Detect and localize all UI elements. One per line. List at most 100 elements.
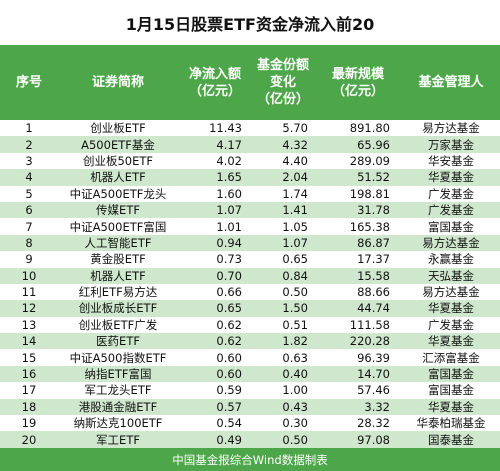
cell-manager: 易方达基金 [422, 235, 480, 250]
cell-name: 创业板50ETF [82, 153, 154, 168]
cell-share-change: 0.84 [282, 268, 308, 283]
cell-manager: 富国基金 [428, 219, 474, 234]
cell-name: 军工龙头ETF [84, 383, 152, 398]
table-row: 7 中证A500ETF富国 1.01 1.05 165.38 富国基金 [0, 218, 500, 235]
cell-name: A500ETF基金 [81, 137, 155, 152]
table-row: 6 传媒ETF 1.07 1.41 31.78 广发基金 [0, 201, 500, 219]
cell-net-inflow: 0.57 [216, 399, 242, 414]
cell-latest-size: 96.39 [357, 350, 390, 365]
cell-rank: 12 [21, 301, 37, 316]
cell-rank: 16 [21, 367, 37, 382]
table-row: 18 港股通金融ETF 0.57 0.43 3.32 华夏基金 [0, 398, 500, 416]
cell-rank: 5 [25, 186, 33, 201]
table-row: 17 军工龙头ETF 0.59 1.00 57.46 富国基金 [0, 382, 500, 399]
cell-rank: 14 [21, 334, 37, 349]
table-row: 10 机器人ETF 0.70 0.84 15.58 天弘基金 [0, 267, 500, 284]
cell-manager: 万家基金 [428, 137, 474, 152]
table-row: 12 创业板成长ETF 0.65 1.50 44.74 华夏基金 [0, 300, 500, 317]
cell-share-change: 0.40 [282, 367, 308, 382]
cell-net-inflow: 0.54 [216, 416, 242, 431]
cell-latest-size: 3.32 [364, 399, 390, 414]
table-row: 19 纳斯达克100ETF 0.54 0.30 28.32 华泰柏瑞基金 [0, 415, 500, 432]
cell-rank: 7 [25, 219, 33, 234]
cell-rank: 10 [21, 268, 37, 283]
table-row: 3 创业板50ETF 4.02 4.40 289.09 华安基金 [0, 152, 500, 170]
cell-net-inflow: 1.65 [216, 170, 242, 185]
cell-latest-size: 28.32 [357, 416, 390, 431]
cell-latest-size: 220.28 [349, 334, 390, 349]
cell-rank: 17 [21, 383, 37, 398]
cell-rank: 6 [25, 203, 33, 218]
table-header: 序号 证券简称 净流入额 （亿元） 基金份额 变化 （亿份） 最新规模 （亿元） 基金管… [0, 45, 500, 120]
cell-manager: 广发基金 [428, 186, 474, 201]
table-row: 5 中证A500ETF龙头 1.60 1.74 198.81 广发基金 [0, 185, 500, 202]
cell-manager: 华泰柏瑞基金 [416, 416, 486, 431]
cell-rank: 20 [21, 432, 37, 447]
cell-manager: 富国基金 [428, 383, 474, 398]
cell-name: 医药ETF [96, 334, 140, 349]
cell-net-inflow: 1.01 [216, 219, 242, 234]
cell-manager: 华安基金 [428, 153, 474, 168]
header-name: 证券简称 [91, 75, 144, 90]
cell-share-change: 1.50 [282, 301, 308, 316]
cell-name: 纳斯达克100ETF [73, 416, 163, 431]
cell-rank: 1 [25, 121, 33, 136]
cell-latest-size: 88.66 [357, 285, 390, 300]
header-rank: 序号 [15, 75, 42, 90]
cell-manager: 永赢基金 [428, 252, 474, 267]
table-body: 1 创业板ETF 11.43 5.70 891.80 易方达基金 2 A500ETF基金 4.1… [0, 120, 500, 448]
cell-manager: 易方达基金 [422, 121, 480, 136]
table-row: 15 中证A500指数ETF 0.60 0.63 96.39 汇添富基金 [0, 349, 500, 366]
cell-share-change: 0.50 [282, 285, 308, 300]
cell-share-change: 1.41 [282, 203, 308, 218]
cell-net-inflow: 0.66 [216, 285, 242, 300]
cell-latest-size: 14.70 [357, 367, 390, 382]
cell-manager: 易方达基金 [422, 285, 480, 300]
cell-rank: 11 [21, 285, 37, 300]
cell-net-inflow: 0.94 [216, 235, 242, 250]
cell-latest-size: 111.58 [349, 317, 390, 332]
cell-manager: 汇添富基金 [422, 350, 480, 365]
cell-net-inflow: 0.59 [216, 383, 242, 398]
table-row: 2 A500ETF基金 4.17 4.32 65.96 万家基金 [0, 136, 500, 153]
cell-net-inflow: 0.73 [216, 252, 242, 267]
cell-name: 黄金股ETF [90, 252, 146, 267]
cell-share-change: 1.00 [282, 383, 308, 398]
header-latest-size: 最新规模 （亿元） [331, 66, 384, 99]
cell-name: 创业板成长ETF [78, 301, 158, 316]
cell-latest-size: 51.52 [357, 170, 390, 185]
cell-share-change: 1.07 [282, 235, 308, 250]
cell-share-change: 0.65 [282, 252, 308, 267]
cell-rank: 2 [25, 137, 33, 152]
cell-latest-size: 65.96 [357, 137, 390, 152]
cell-name: 红利ETF易方达 [78, 285, 158, 300]
cell-rank: 15 [21, 350, 37, 365]
cell-manager: 华夏基金 [428, 334, 474, 349]
cell-rank: 18 [21, 399, 37, 414]
cell-share-change: 4.40 [282, 153, 308, 168]
cell-share-change: 1.74 [282, 186, 308, 201]
table-title: 1月15日股票ETF资金净流入前20 [125, 14, 375, 34]
cell-share-change: 1.82 [282, 334, 308, 349]
cell-name: 创业板ETF [90, 121, 146, 136]
cell-share-change: 0.50 [282, 432, 308, 447]
cell-latest-size: 15.58 [357, 268, 390, 283]
header-net-inflow: 净流入额 （亿元） [188, 66, 241, 99]
cell-latest-size: 97.08 [357, 432, 390, 447]
cell-net-inflow: 11.43 [209, 121, 242, 136]
cell-name: 机器人ETF [90, 268, 146, 283]
cell-manager: 富国基金 [428, 367, 474, 382]
cell-net-inflow: 1.07 [216, 203, 242, 218]
cell-net-inflow: 0.65 [216, 301, 242, 316]
cell-share-change: 4.32 [282, 137, 308, 152]
cell-net-inflow: 0.60 [216, 350, 242, 365]
table-row: 13 创业板ETF广发 0.62 0.51 111.58 广发基金 [0, 316, 500, 334]
cell-latest-size: 891.80 [349, 121, 390, 136]
cell-rank: 9 [25, 252, 33, 267]
cell-name: 人工智能ETF [84, 235, 152, 250]
cell-latest-size: 86.87 [357, 235, 390, 250]
cell-latest-size: 31.78 [357, 203, 390, 218]
cell-share-change: 0.43 [282, 399, 308, 414]
cell-name: 中证A500ETF龙头 [69, 186, 167, 201]
